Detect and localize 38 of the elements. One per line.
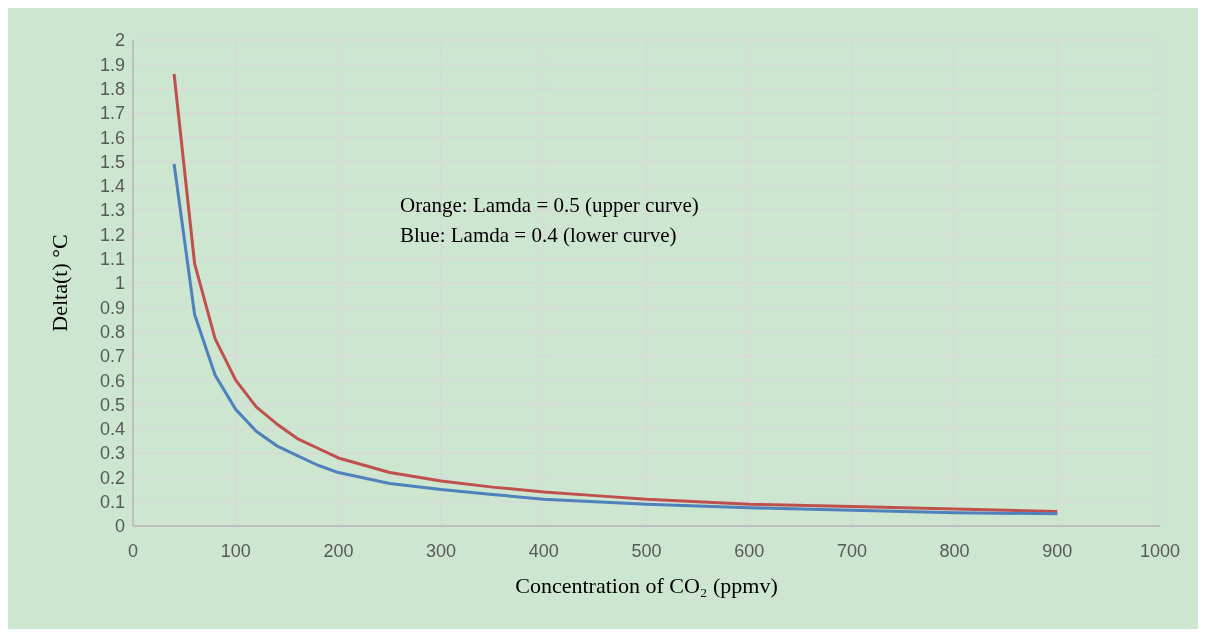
y-tick-label: 1.8 <box>99 78 125 99</box>
y-tick-label: 1.1 <box>99 249 125 270</box>
y-tick-label: 0.1 <box>99 492 125 513</box>
y-tick-label: 0.7 <box>99 346 125 367</box>
y-tick-label: 0.6 <box>99 370 125 391</box>
x-tick-label: 500 <box>631 540 662 561</box>
line-series <box>172 162 1059 516</box>
y-tick-label: 1.7 <box>99 103 125 124</box>
x-tick-label: 200 <box>323 540 354 561</box>
x-tick-label: 800 <box>939 540 970 561</box>
y-tick-label: 0.3 <box>99 443 125 464</box>
y-tick-label: 1.5 <box>99 151 125 172</box>
y-tick-label: 0.9 <box>99 297 125 318</box>
x-tick-label: 100 <box>220 540 251 561</box>
x-tick-label: 1000 <box>1139 540 1181 561</box>
x-tick-label: 600 <box>734 540 765 561</box>
x-tick-label: 700 <box>836 540 867 561</box>
x-tick-label: 0 <box>127 540 139 561</box>
x-tick-label: 300 <box>426 540 457 561</box>
y-tick-label: 0.8 <box>99 321 125 342</box>
y-tick-label: 1 <box>114 273 125 294</box>
y-tick-label: 0.5 <box>99 394 125 415</box>
y-tick-label: 2 <box>114 30 125 51</box>
y-tick-label: 0.4 <box>99 419 125 440</box>
x-axis-title: Concentration of CO₂ (ppmv) <box>514 573 779 599</box>
x-tick-label: 900 <box>1042 540 1073 561</box>
line-series <box>172 72 1059 513</box>
y-tick-label: 1.3 <box>99 200 125 221</box>
y-tick-label: 1.4 <box>99 176 125 197</box>
y-tick-label: 0 <box>114 516 125 537</box>
x-tick-label: 400 <box>528 540 559 561</box>
annotation: Blue: Lamda = 0.4 (lower curve) <box>400 222 678 249</box>
y-tick-label: 0.2 <box>99 467 125 488</box>
y-tick-label: 1.9 <box>99 54 125 75</box>
y-axis-title: Delta(t) °C <box>47 234 73 332</box>
annotation: Orange: Lamda = 0.5 (upper curve) <box>400 192 699 219</box>
y-tick-label: 1.6 <box>99 127 125 148</box>
y-tick-label: 1.2 <box>99 224 125 245</box>
